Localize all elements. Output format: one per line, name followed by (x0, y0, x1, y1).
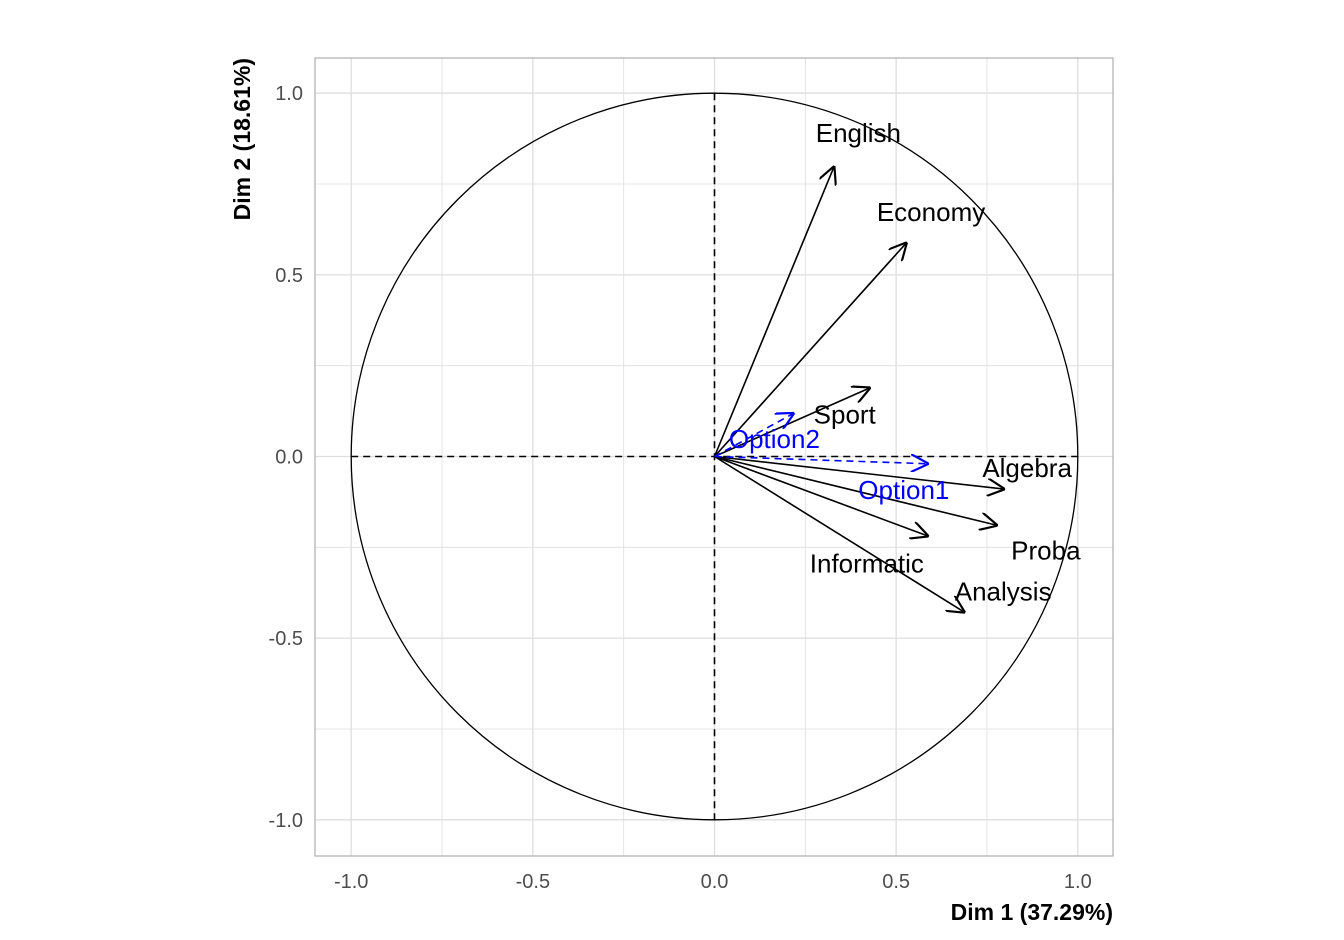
y-tick-label: -1.0 (269, 810, 303, 832)
x-tick-label: 0.5 (882, 871, 910, 893)
panel-border (314, 57, 1114, 857)
label-english: English (816, 118, 901, 148)
arrow-analysis (714, 455, 966, 613)
label-analysis: Analysis (955, 577, 1052, 607)
arrow-english (713, 166, 835, 457)
arrow-economy (713, 242, 908, 458)
variable-label-layer: English Economy Sport Algebra Proba Informati… (729, 118, 1081, 607)
label-algebra: Algebra (982, 453, 1072, 483)
arrow-proba (714, 455, 998, 526)
tick-label-layer: -1.0 -0.5 0.0 0.5 1.0 -1.0 -0.5 0.0 0.5 1.0 (269, 83, 1092, 893)
label-option2: Option2 (729, 424, 820, 454)
label-proba: Proba (1011, 536, 1081, 566)
x-tick-label: -1.0 (334, 871, 368, 893)
x-tick-label: -0.5 (516, 871, 550, 893)
y-tick-label: 0.0 (275, 447, 303, 469)
arrow-option2 (714, 413, 795, 458)
y-tick-label: 0.5 (275, 265, 303, 287)
y-axis-title: Dim 2 (18.61%) (229, 58, 255, 220)
x-axis-title: Dim 1 (37.29%) (951, 899, 1113, 925)
label-option1: Option1 (858, 475, 949, 505)
label-sport: Sport (814, 399, 877, 429)
arrow-layer (713, 166, 1006, 613)
y-tick-label: 1.0 (275, 83, 303, 105)
x-tick-label: 0.0 (701, 871, 729, 893)
arrow-algebra (714, 455, 1006, 490)
x-tick-label: 1.0 (1064, 871, 1092, 893)
arrow-informatic (714, 455, 929, 537)
label-economy: Economy (877, 197, 985, 227)
y-tick-label: -0.5 (269, 628, 303, 650)
label-informatic: Informatic (810, 548, 924, 578)
